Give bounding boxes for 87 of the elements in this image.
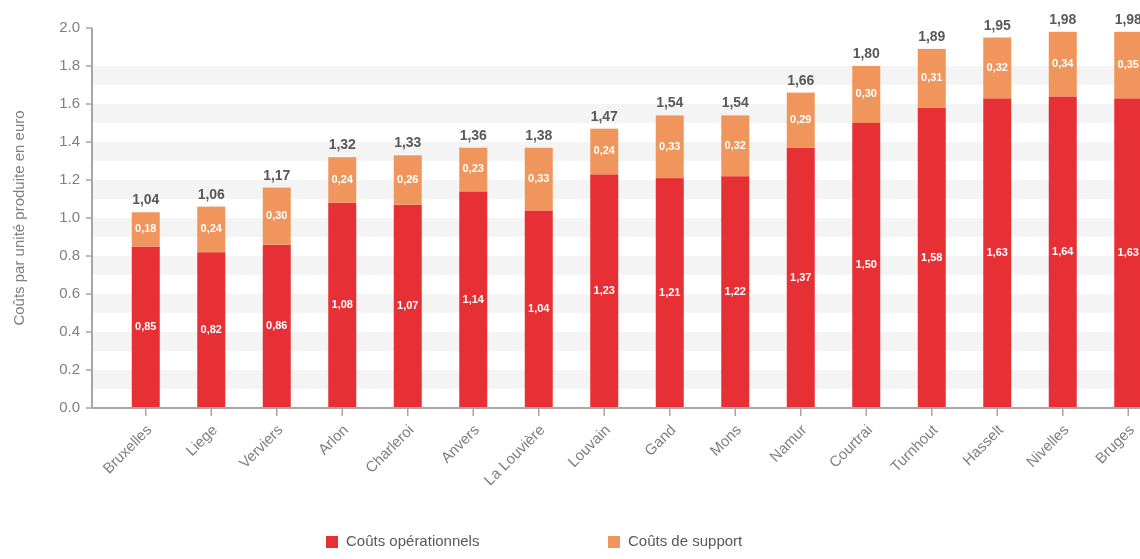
data-label: 1,64 bbox=[1052, 245, 1075, 258]
bar bbox=[524, 210, 553, 408]
bar bbox=[852, 66, 881, 123]
bar bbox=[1048, 31, 1077, 97]
y-axis-title: Coûts par unité produite en euro bbox=[10, 110, 27, 326]
total-label: 1,32 bbox=[328, 136, 357, 153]
legend-label: Coûts opérationnels bbox=[346, 531, 480, 549]
bar bbox=[262, 244, 291, 408]
y-tick-label: 1.2 bbox=[59, 169, 80, 187]
data-label: 0,30 bbox=[266, 209, 288, 222]
bar bbox=[328, 157, 357, 203]
data-label: 0,34 bbox=[1052, 57, 1075, 70]
data-label: 1,21 bbox=[659, 285, 681, 298]
data-label: 1,58 bbox=[921, 250, 943, 263]
data-label: 1,07 bbox=[397, 299, 419, 312]
bar bbox=[131, 246, 160, 408]
data-label: 0,23 bbox=[462, 162, 484, 175]
total-label: 1,54 bbox=[721, 94, 750, 111]
bar bbox=[786, 92, 815, 148]
bar bbox=[786, 147, 815, 408]
y-tick-label: 0.4 bbox=[59, 321, 80, 339]
total-label: 1,33 bbox=[394, 134, 422, 151]
total-label: 1,98 bbox=[1049, 10, 1077, 27]
bar bbox=[917, 107, 946, 408]
data-label: 0,32 bbox=[724, 138, 746, 151]
data-label: 1,63 bbox=[1117, 246, 1139, 259]
total-label: 1,80 bbox=[852, 45, 881, 61]
y-tick-label: 0.2 bbox=[59, 359, 80, 377]
y-tick-label: 1.8 bbox=[59, 55, 80, 73]
data-label: 0,33 bbox=[659, 139, 681, 152]
data-label: 0,18 bbox=[135, 222, 157, 235]
data-label: 0,86 bbox=[266, 319, 288, 332]
bar bbox=[655, 178, 684, 408]
total-label: 1,36 bbox=[459, 126, 488, 143]
total-label: 1,06 bbox=[197, 185, 226, 202]
data-label: 1,22 bbox=[724, 285, 746, 298]
data-label: 0,30 bbox=[855, 87, 877, 100]
data-label: 1,37 bbox=[790, 270, 812, 283]
total-label: 1,89 bbox=[918, 27, 946, 44]
bar bbox=[852, 123, 881, 408]
bar bbox=[262, 187, 291, 245]
data-label: 0,26 bbox=[397, 172, 419, 185]
y-tick-label: 0.6 bbox=[59, 283, 80, 301]
total-label: 1,04 bbox=[132, 191, 160, 208]
y-tick-label: 1.4 bbox=[59, 131, 80, 149]
data-label: 1,63 bbox=[986, 246, 1008, 259]
bar bbox=[721, 115, 750, 177]
data-label: 0,85 bbox=[135, 320, 157, 333]
y-tick-label: 2.0 bbox=[59, 17, 80, 35]
bar bbox=[524, 147, 553, 211]
data-label: 0,82 bbox=[200, 323, 222, 336]
y-tick-label: 0.8 bbox=[59, 245, 80, 263]
data-label: 0,31 bbox=[921, 71, 943, 84]
bar bbox=[655, 115, 684, 179]
data-label: 1,04 bbox=[528, 302, 551, 315]
total-label: 1,66 bbox=[787, 71, 815, 88]
data-label: 0,35 bbox=[1117, 57, 1139, 70]
bar bbox=[328, 202, 357, 408]
bar bbox=[393, 204, 422, 408]
bar bbox=[983, 37, 1012, 99]
legend-label: Coûts de support bbox=[628, 531, 744, 549]
bar bbox=[590, 174, 619, 408]
y-tick-label: 0.0 bbox=[59, 397, 80, 415]
data-label: 0,24 bbox=[593, 144, 616, 157]
total-label: 1,47 bbox=[590, 107, 619, 124]
bar bbox=[983, 98, 1012, 408]
bar bbox=[1048, 96, 1077, 408]
bar bbox=[459, 191, 488, 408]
bar bbox=[197, 252, 226, 408]
bar bbox=[393, 155, 422, 205]
data-label: 1,23 bbox=[593, 284, 615, 297]
total-label: 1,95 bbox=[983, 16, 1012, 33]
total-label: 1,38 bbox=[525, 126, 553, 143]
y-tick-label: 1.6 bbox=[59, 93, 80, 111]
bar bbox=[721, 176, 750, 408]
data-label: 0,24 bbox=[200, 222, 223, 235]
total-label: 1,17 bbox=[263, 166, 291, 183]
data-label: 0,32 bbox=[986, 60, 1008, 73]
data-label: 1,50 bbox=[855, 258, 877, 271]
data-label: 0,29 bbox=[790, 113, 812, 126]
data-label: 0,24 bbox=[331, 172, 354, 185]
data-label: 1,08 bbox=[331, 298, 353, 311]
total-label: 1,54 bbox=[656, 94, 684, 111]
bar bbox=[917, 48, 946, 108]
data-label: 1,14 bbox=[462, 292, 485, 305]
data-label: 0,33 bbox=[528, 171, 550, 184]
y-tick-label: 1.0 bbox=[59, 207, 80, 225]
